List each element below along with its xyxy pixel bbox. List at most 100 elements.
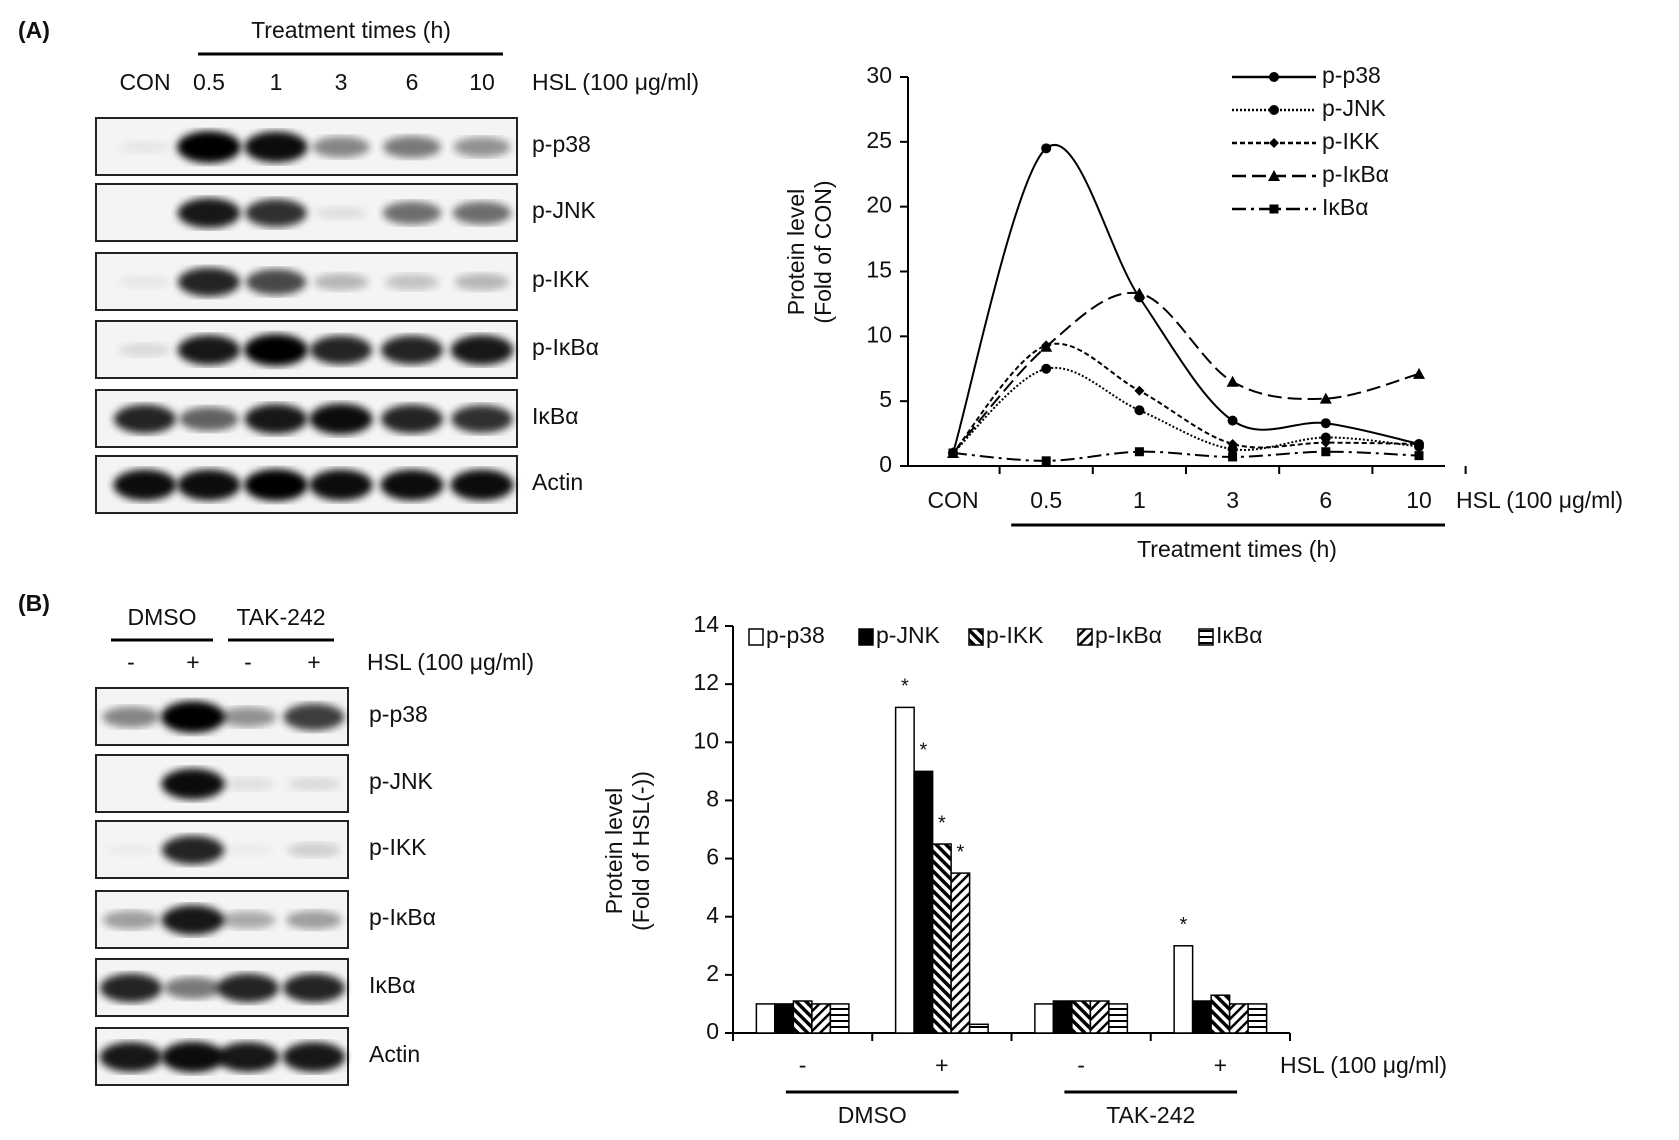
lane-label: - [127,649,135,675]
point [1269,72,1279,82]
blot-band [283,703,345,731]
point [1228,452,1238,462]
bar [1108,1003,1129,1034]
point [1321,447,1331,457]
legend-swatch [1198,628,1214,646]
lane-label: 6 [406,69,419,95]
blot-band [177,267,241,297]
blot-band [450,335,514,365]
blot-band [177,469,241,501]
lane-label: CON [119,69,170,95]
blot-band [177,198,241,228]
bar [811,1003,832,1034]
blot-band [454,273,510,291]
point [1226,375,1239,387]
y-tick-label: 25 [866,127,892,153]
blot-band [179,407,239,431]
x-tick-label: + [935,1052,948,1078]
legend-label: IκBα [1322,194,1369,220]
lane-label: + [186,649,199,675]
point [1269,105,1279,115]
point [1268,170,1280,181]
blot-band [282,1042,346,1072]
point [1269,138,1279,148]
point [1041,456,1051,466]
blot-band [309,335,373,365]
x-tick-label: 3 [1226,487,1239,513]
blot-band [161,701,225,733]
legend-label: p-IKK [1322,128,1380,154]
blot-row: p-JNK [95,754,434,813]
legend-label: p-IκBα [1095,622,1162,648]
x-axis-title: Treatment times (h) [1137,536,1337,562]
point [1227,438,1238,449]
bar [950,872,971,1034]
blot-band [450,469,514,501]
treatment-label: HSL (100 μg/ml) [1456,487,1623,513]
blot-band [452,201,512,225]
bar [968,1023,989,1034]
legend-label: p-JNK [1322,95,1387,121]
blot-band [216,1042,280,1072]
bar [829,1003,850,1034]
blot-row: p-IKK [95,252,590,311]
blot-band [177,335,241,365]
bar [1247,1003,1268,1034]
blot-band [313,273,369,291]
treatment-label: HSL (100 μg/ml) [1280,1052,1447,1078]
treatment-label: HSL (100 μg/ml) [367,649,534,675]
blot-band [99,1042,163,1072]
x-tick-label: 10 [1406,487,1432,513]
series-line [952,144,1420,454]
lane-label: 10 [469,69,495,95]
blot-band [216,973,280,1003]
blot-band [161,768,225,800]
blot-row-label: p-IκBα [369,904,436,930]
y-tick-label: 14 [693,611,719,637]
blot-row: Actin [95,1027,420,1086]
blot-band [221,777,275,791]
blot-band [244,469,308,501]
blot-row-label: IκBα [369,972,416,998]
y-axis-title: (Fold of CON) [810,180,836,323]
group-label: DMSO [838,1102,907,1128]
bar [755,1003,776,1034]
group-label: DMSO [128,604,197,630]
bar [1173,945,1194,1034]
blot-row-label: p-IKK [369,834,427,860]
blot-row: Actin [95,455,583,514]
point [1227,444,1238,455]
point [1414,438,1424,449]
y-tick-label: 30 [866,62,892,88]
significance-marker: * [901,676,909,698]
blot-band [453,137,511,157]
x-tick-label: - [799,1052,807,1078]
panel-label: (A) [18,17,50,43]
group-label: TAK-242 [1106,1102,1195,1128]
x-tick-label: 6 [1319,487,1332,513]
bar [1210,994,1231,1034]
bar [931,843,952,1034]
blot-band [380,404,444,434]
lane-label: 1 [270,69,283,95]
lane-label: 0.5 [193,69,225,95]
bar [1052,1000,1073,1034]
blot-band [287,777,341,791]
bar [774,1003,795,1034]
bar [1071,1000,1092,1034]
y-axis-title: (Fold of HSL(-)) [628,771,654,931]
blot-band [113,469,177,501]
series-line [952,366,1420,454]
blot-band [245,199,307,227]
x-tick-label: + [1214,1052,1227,1078]
blot-row: IκBα [95,958,416,1017]
y-axis-title: Protein level [601,788,627,915]
point [1320,418,1331,429]
blot-band [285,910,343,930]
bar [1034,1003,1055,1034]
bar [913,770,934,1034]
blot-band [287,842,341,858]
significance-marker: * [956,841,964,863]
x-tick-label: 1 [1133,487,1146,513]
